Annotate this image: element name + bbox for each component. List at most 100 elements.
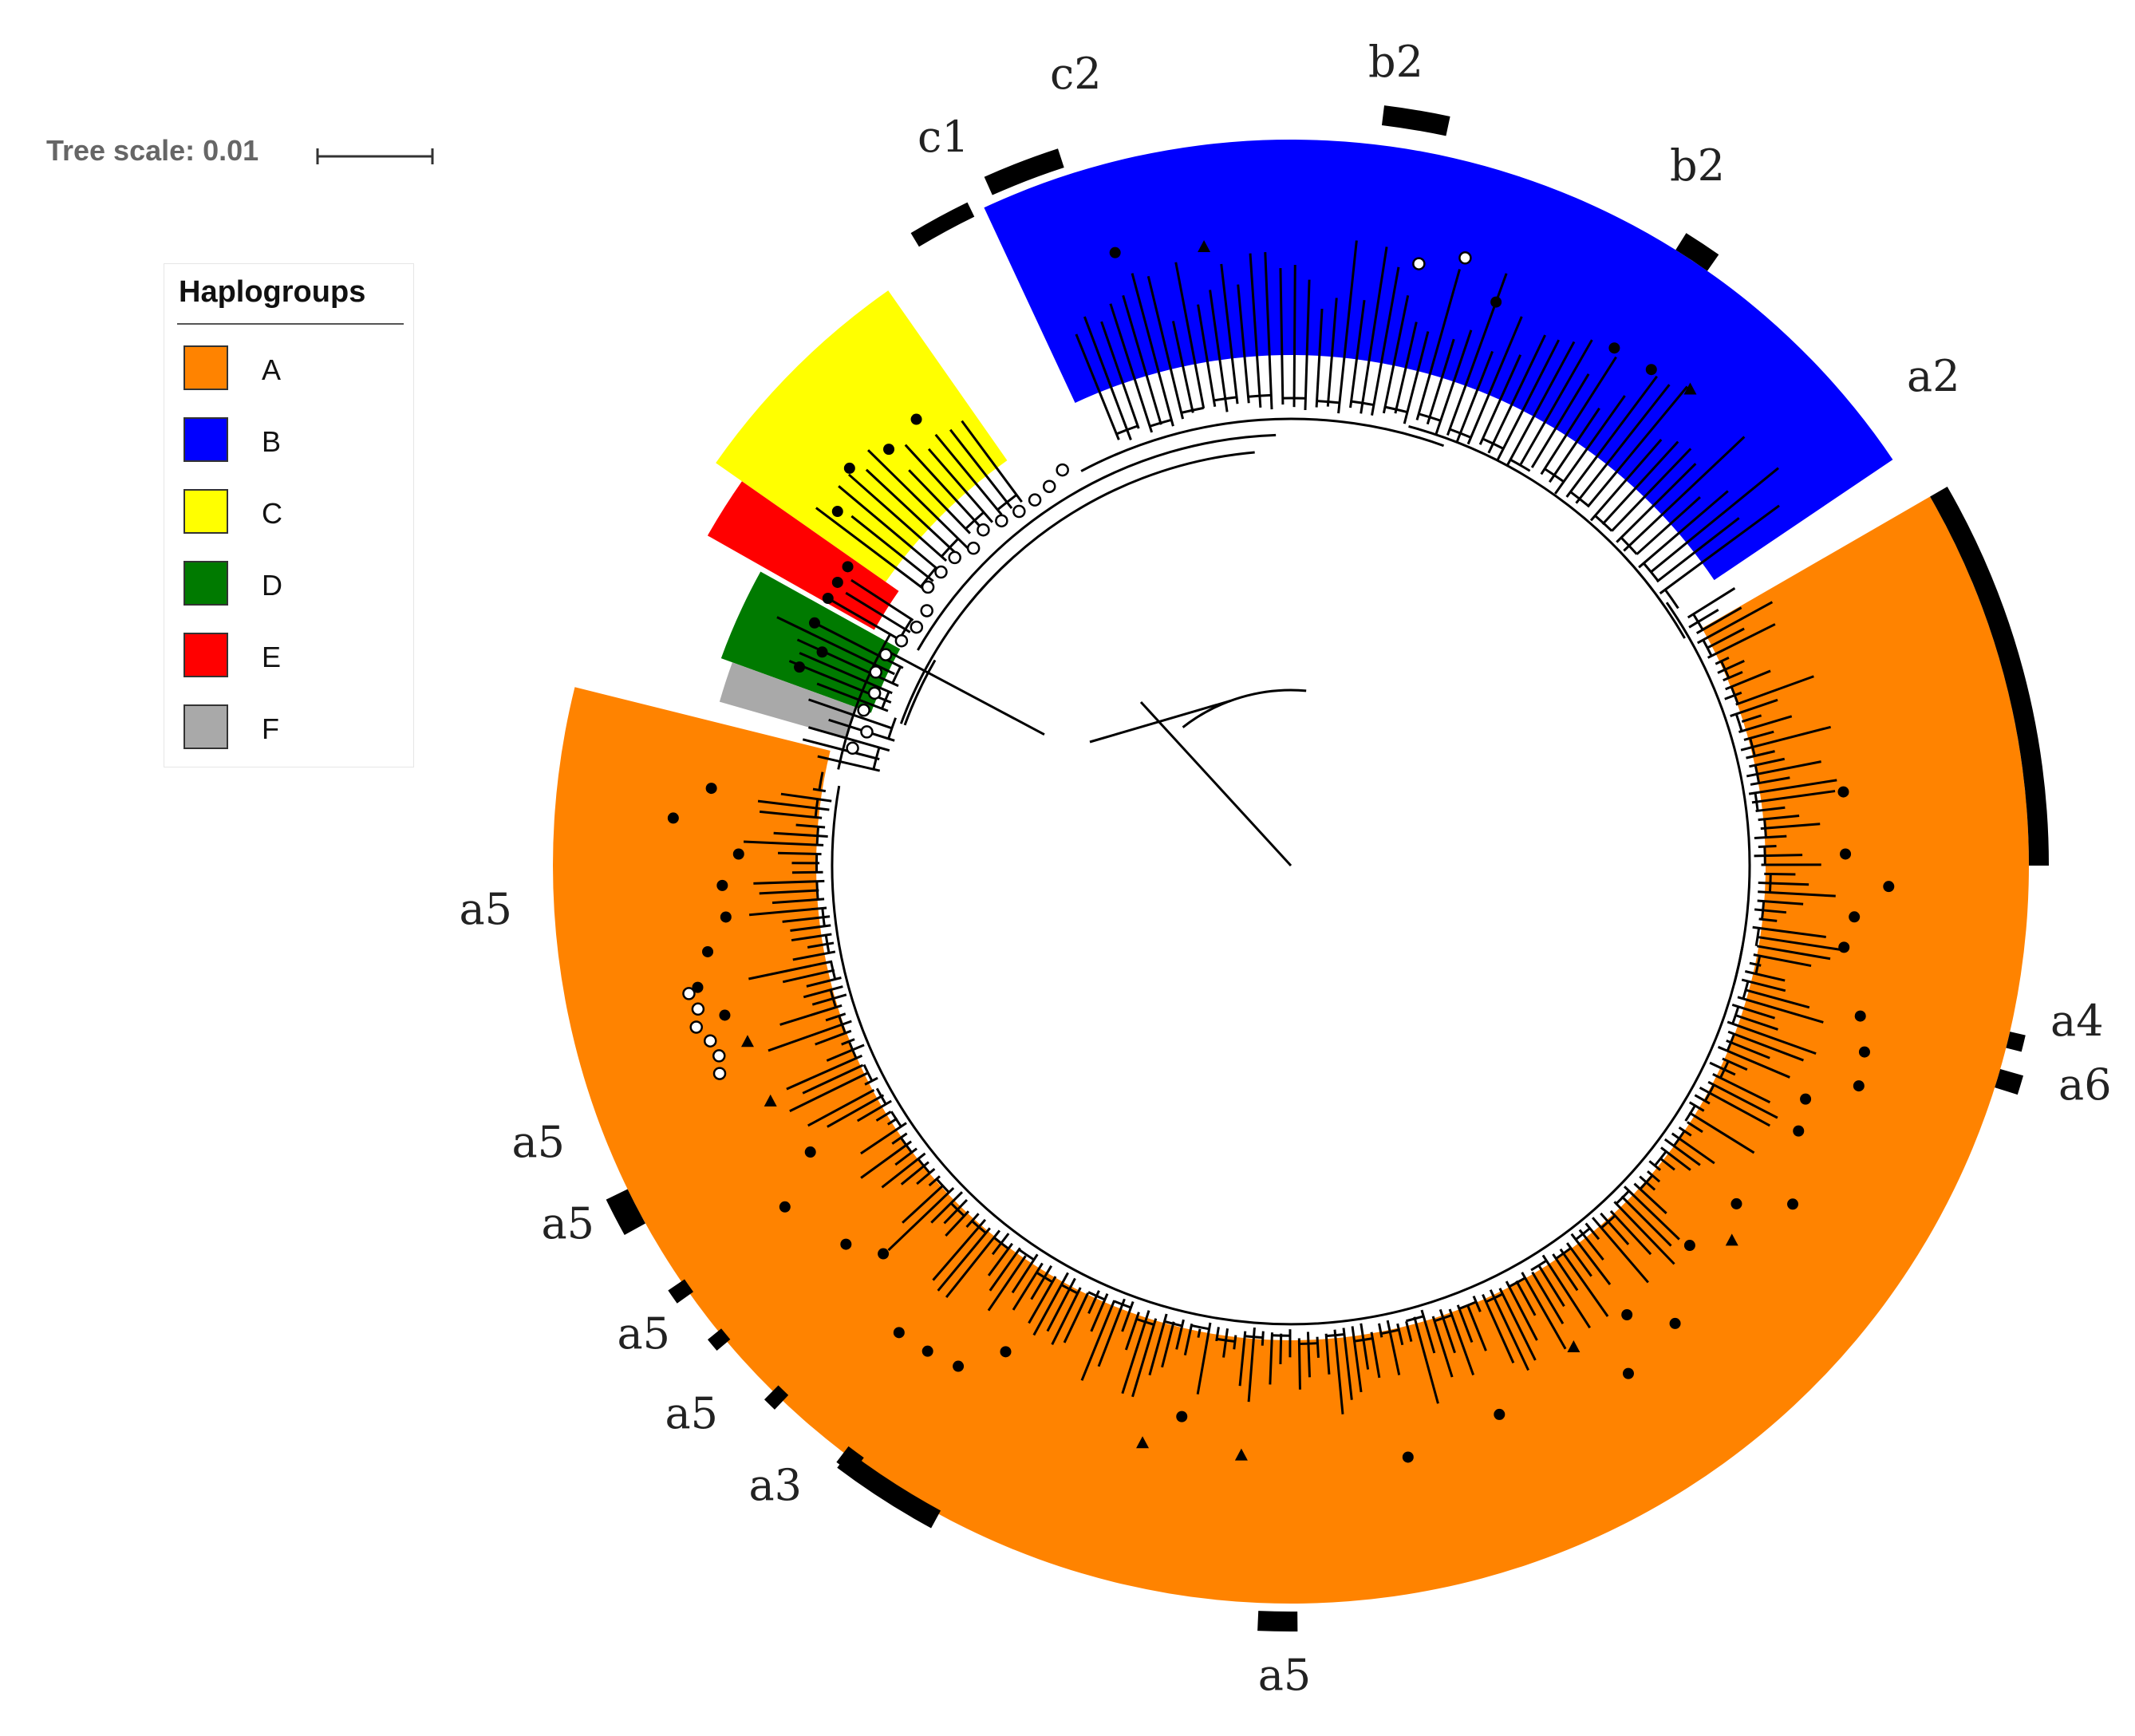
tip-a-66 [1647, 1170, 1661, 1183]
clade-label-2: b2 [1368, 37, 1423, 87]
tip-a-138 [1028, 1276, 1057, 1324]
tip-b-7 [1171, 321, 1194, 413]
filled-dot-marker-47 [1645, 364, 1657, 376]
triangle-marker-12 [1725, 1233, 1738, 1246]
tip-b-21 [1349, 299, 1366, 408]
filled-dot-marker-27 [878, 1248, 890, 1260]
clade-bar-1 [910, 202, 975, 247]
tip-a-52 [1709, 1061, 1736, 1076]
tip-c-8 [927, 448, 993, 523]
open-circle-marker-69 [977, 523, 990, 537]
tip-a-77 [1570, 1233, 1612, 1285]
clade-bar-3 [1675, 233, 1719, 271]
legend-label-d: D [262, 569, 282, 602]
filled-dot-marker-25 [921, 1345, 933, 1357]
filled-dot-marker-75 [794, 661, 806, 673]
internal-arc-2 [899, 451, 1255, 724]
tip-b-38 [1530, 373, 1590, 468]
filled-dot-marker-7 [1853, 1080, 1865, 1092]
tip-a-147 [937, 1227, 991, 1292]
tip-a-62 [1663, 1138, 1701, 1166]
clade-bar-4 [1930, 487, 2049, 866]
tip-a-159 [894, 1147, 918, 1166]
tip-a-135 [1051, 1287, 1082, 1345]
tip-a-100 [1386, 1320, 1401, 1375]
tip-d-node-3 [891, 666, 902, 685]
tip-a-192 [791, 870, 823, 874]
tip-a-16 [1740, 725, 1831, 752]
triangle-marker-22 [1136, 1436, 1150, 1449]
clade-bar-7 [606, 1189, 645, 1235]
triangle-marker-31 [764, 1094, 777, 1107]
tip-b-14 [1264, 252, 1273, 410]
tip-b-18 [1315, 308, 1324, 408]
tip-c-11 [961, 420, 1023, 503]
tip-a-37 [1757, 936, 1841, 951]
open-circle-marker-64 [920, 604, 933, 617]
tip-b-20 [1337, 240, 1358, 414]
tip-f-2 [807, 726, 890, 752]
tip-b-36 [1506, 341, 1576, 466]
tip-b-51 [1638, 490, 1729, 569]
tip-a-88 [1489, 1289, 1529, 1371]
outgroup-branch [889, 651, 1045, 736]
tip-b-3 [1109, 303, 1154, 433]
tip-b-29 [1435, 329, 1473, 436]
tip-a-108 [1316, 1336, 1320, 1358]
tip-b-17 [1304, 279, 1311, 411]
tip-b-2 [1100, 321, 1140, 429]
tip-d-0 [816, 682, 889, 712]
tip-c-7 [904, 444, 984, 531]
tip-a-199 [757, 799, 830, 811]
tip-a-197 [795, 823, 826, 829]
tip-a-4 [1706, 627, 1745, 649]
tip-a-5 [1707, 623, 1776, 659]
clade-bar-8 [668, 1279, 694, 1304]
tip-b-47 [1611, 448, 1692, 532]
clade-bar-0 [984, 148, 1064, 195]
tip-a-194 [778, 851, 822, 856]
tip-a-13 [1741, 714, 1762, 724]
filled-dot-marker-40 [705, 783, 717, 795]
filled-dot-marker-52 [910, 413, 922, 425]
tip-a-124 [1161, 1321, 1175, 1368]
filled-dot-marker-29 [779, 1201, 791, 1213]
tip-a-185 [791, 933, 832, 942]
filled-dot-marker-6 [1858, 1046, 1870, 1058]
tip-a-128 [1124, 1312, 1140, 1351]
tip-a-38 [1757, 945, 1831, 961]
tip-a-9 [1725, 669, 1771, 691]
tip-a-178 [811, 993, 847, 1006]
filled-dot-marker-46 [1608, 342, 1620, 354]
tip-a-184 [807, 941, 835, 949]
clade-label-3: b2 [1670, 140, 1725, 191]
tip-a-10 [1724, 691, 1742, 700]
filled-dot-marker-16 [1622, 1367, 1634, 1379]
tip-a-148 [932, 1218, 987, 1281]
filled-dot-marker-35 [702, 945, 714, 957]
tip-a-170 [802, 1063, 864, 1095]
tip-a-81 [1541, 1254, 1591, 1329]
tip-b-27 [1415, 269, 1461, 420]
tip-a-26 [1754, 834, 1787, 839]
tip-b-34 [1487, 334, 1546, 454]
open-circle-marker-61 [878, 648, 893, 661]
tip-a-140 [1012, 1262, 1044, 1311]
legend-label-c: C [262, 497, 282, 530]
open-circle-marker-79 [712, 1049, 726, 1063]
tip-a-node-120 [1191, 1324, 1210, 1331]
tip-a-106 [1333, 1329, 1344, 1414]
tree-scale-label: Tree scale: 0.01 [46, 134, 259, 167]
internal-arc-4 [1080, 417, 1445, 472]
tip-b-31 [1455, 350, 1494, 443]
tip-a-1 [1688, 609, 1719, 629]
tip-a-98 [1405, 1320, 1413, 1342]
filled-dot-marker-76 [816, 646, 828, 658]
tip-a-191 [753, 879, 825, 885]
tip-a-171 [786, 1054, 863, 1091]
filled-dot-marker-28 [840, 1238, 852, 1250]
tip-a-142 [987, 1255, 1027, 1312]
internal-branch-1 [1089, 699, 1232, 744]
filled-dot-marker-39 [667, 812, 679, 824]
tip-a-2 [1695, 606, 1742, 634]
